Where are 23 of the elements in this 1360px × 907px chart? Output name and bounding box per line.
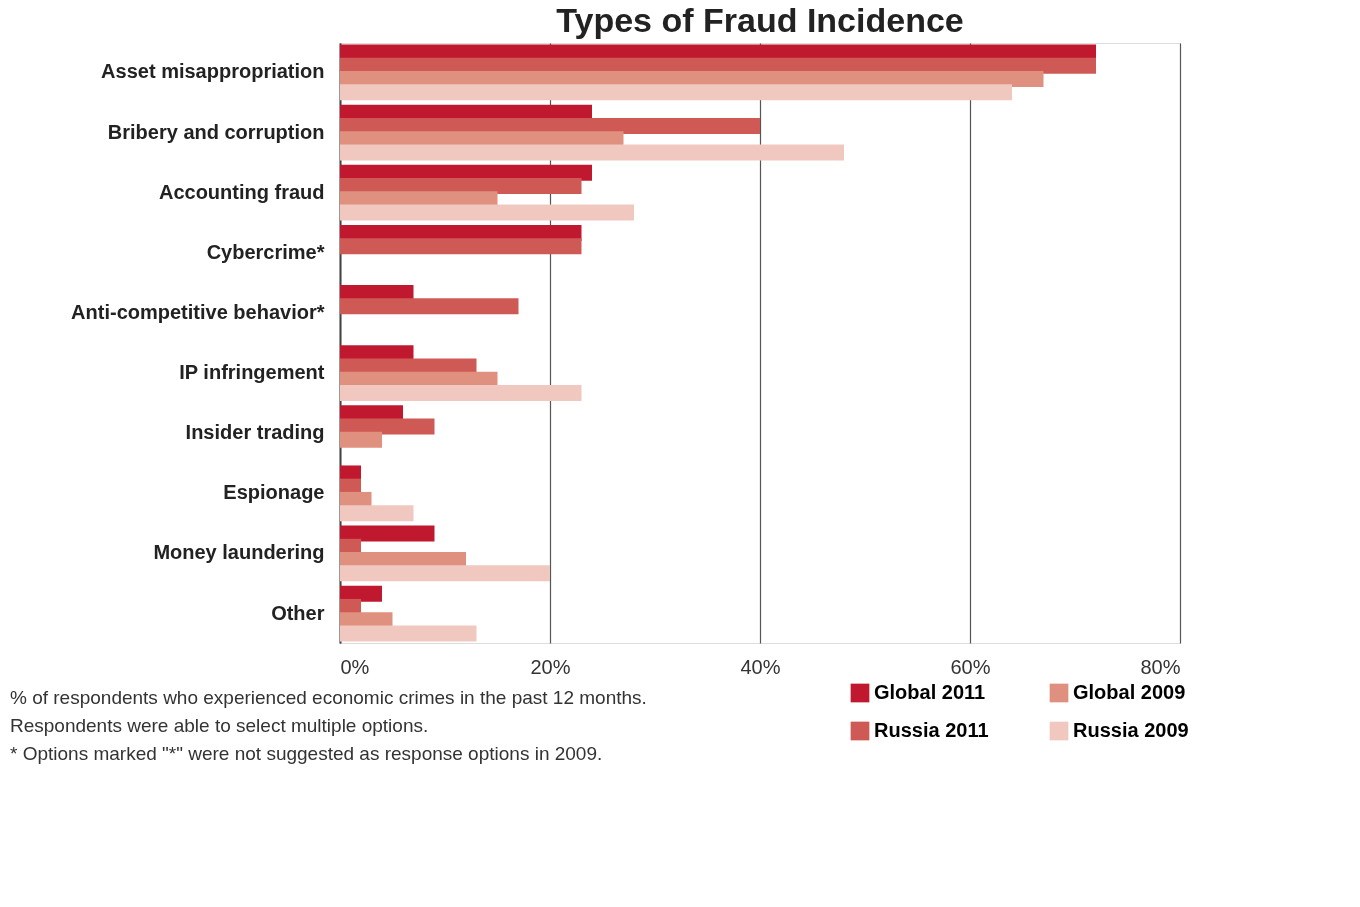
y-tick-label: Money laundering (153, 541, 325, 564)
y-tick-label: IP infringement (179, 361, 325, 384)
x-tick-label: 20% (530, 655, 571, 678)
y-tick-label: Bribery and corruption (107, 120, 325, 143)
y-tick-label: Cybercrime* (206, 240, 325, 263)
text: Respondents were able to select multiple options. (10, 715, 429, 736)
legend-label: Global 2009 (1073, 681, 1186, 703)
y-tick-label: Espionage (223, 481, 325, 504)
legend-label: Russia 2011 (874, 719, 989, 741)
x-tick-label: 60% (950, 655, 991, 678)
legend-label: Russia 2009 (1073, 719, 1189, 741)
y-tick-label: Insider trading (185, 421, 325, 444)
x-tick-label: 40% (740, 655, 781, 678)
y-tick-label: Asset misappropriation (101, 60, 325, 83)
text: % of respondents who experienced economic crimes in the past 12 months. (10, 687, 647, 708)
x-tick-label: 0% (340, 655, 370, 678)
text: * Options marked "*" were not suggested as response options in 2009. (10, 743, 603, 764)
chart-title: Types of Fraud Incidence (556, 1, 964, 39)
y-tick-label: Anti-competitive behavior* (71, 300, 325, 323)
x-tick-label: 80% (1140, 655, 1181, 678)
legend-label: Global 2011 (874, 681, 986, 703)
y-tick-label: Other (271, 601, 325, 624)
y-tick-label: Accounting fraud (158, 180, 325, 203)
